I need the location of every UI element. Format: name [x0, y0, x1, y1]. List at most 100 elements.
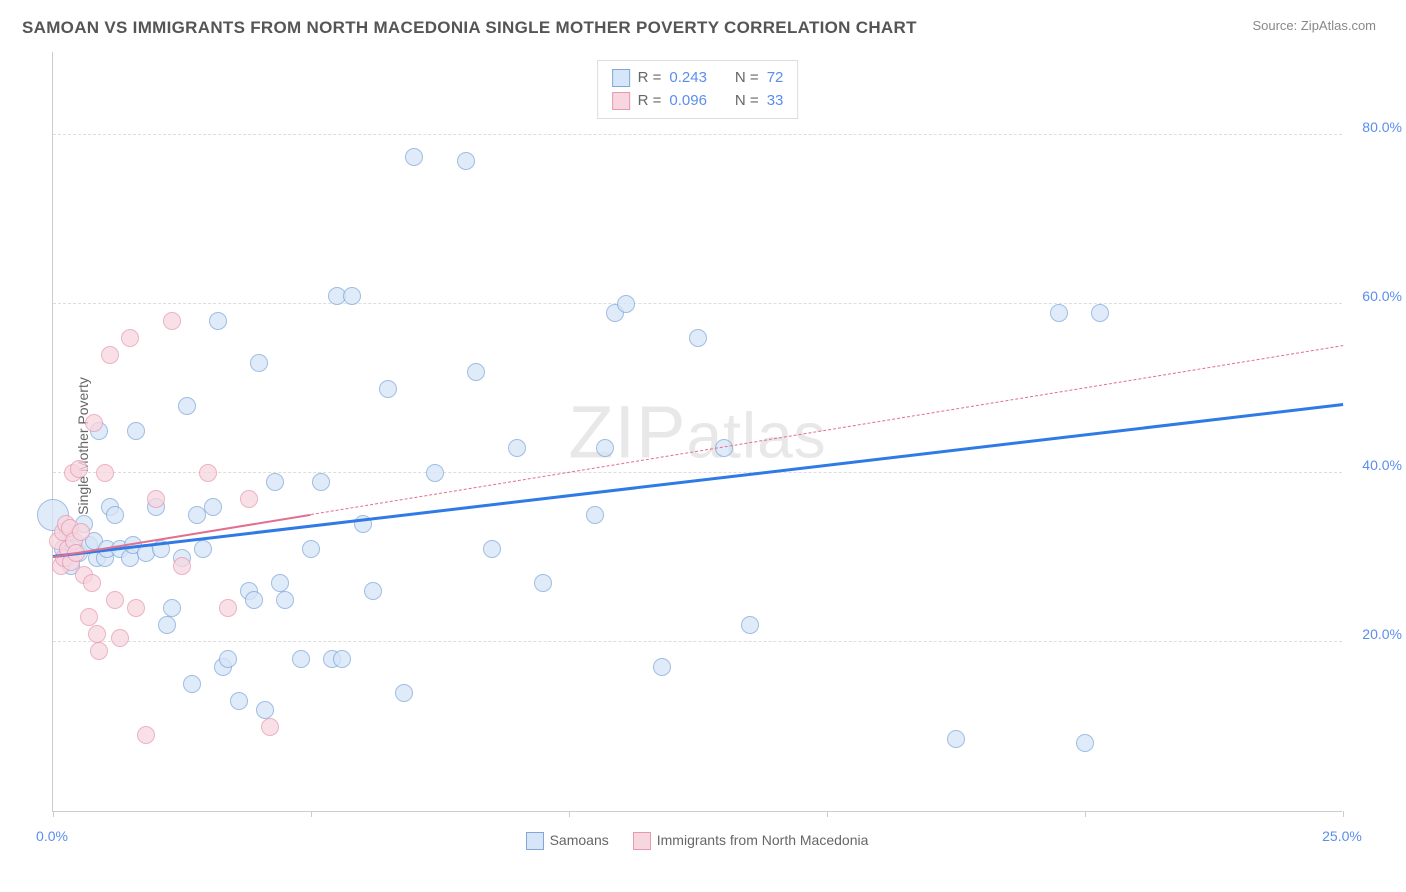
data-point — [250, 354, 268, 372]
x-tick — [1343, 811, 1344, 817]
data-point — [173, 557, 191, 575]
data-point — [158, 616, 176, 634]
plot-area: ZIPatlas R =0.243N =72R =0.096N =33 20.0… — [52, 52, 1342, 812]
y-tick-label: 40.0% — [1362, 457, 1402, 473]
x-tick-label: 0.0% — [36, 828, 68, 844]
data-point — [178, 397, 196, 415]
trend-line — [311, 346, 1343, 516]
x-tick-label: 25.0% — [1322, 828, 1362, 844]
data-point — [741, 616, 759, 634]
data-point — [240, 490, 258, 508]
data-point — [1091, 304, 1109, 322]
legend-r-value: 0.243 — [669, 67, 707, 90]
data-point — [106, 506, 124, 524]
data-point — [1076, 734, 1094, 752]
legend-swatch — [526, 832, 544, 850]
data-point — [127, 422, 145, 440]
data-point — [508, 439, 526, 457]
data-point — [88, 625, 106, 643]
legend-n-label: N = — [735, 67, 759, 90]
series-legend-label: Immigrants from North Macedonia — [657, 832, 869, 848]
data-point — [219, 599, 237, 617]
x-tick — [827, 811, 828, 817]
data-point — [312, 473, 330, 491]
y-tick-label: 20.0% — [1362, 626, 1402, 642]
data-point — [199, 464, 217, 482]
data-point — [256, 701, 274, 719]
data-point — [302, 540, 320, 558]
legend-n-value: 33 — [767, 90, 784, 113]
x-tick — [1085, 811, 1086, 817]
data-point — [72, 523, 90, 541]
data-point — [343, 287, 361, 305]
data-point — [106, 591, 124, 609]
correlation-legend-row: R =0.243N =72 — [612, 67, 784, 90]
series-legend-item: Immigrants from North Macedonia — [633, 832, 869, 850]
data-point — [245, 591, 263, 609]
data-point — [467, 363, 485, 381]
data-point — [333, 650, 351, 668]
data-point — [127, 599, 145, 617]
legend-swatch — [612, 92, 630, 110]
data-point — [163, 599, 181, 617]
y-tick-label: 60.0% — [1362, 288, 1402, 304]
legend-r-label: R = — [638, 90, 662, 113]
gridline — [53, 641, 1342, 642]
data-point — [292, 650, 310, 668]
x-tick — [311, 811, 312, 817]
data-point — [204, 498, 222, 516]
chart-container: SAMOAN VS IMMIGRANTS FROM NORTH MACEDONI… — [0, 0, 1406, 892]
data-point — [276, 591, 294, 609]
x-tick — [569, 811, 570, 817]
chart-source: Source: ZipAtlas.com — [1252, 18, 1376, 33]
data-point — [364, 582, 382, 600]
data-point — [483, 540, 501, 558]
gridline — [53, 134, 1342, 135]
plot-area-wrap: ZIPatlas R =0.243N =72R =0.096N =33 20.0… — [52, 52, 1342, 812]
data-point — [83, 574, 101, 592]
gridline — [53, 303, 1342, 304]
data-point — [209, 312, 227, 330]
data-point — [271, 574, 289, 592]
legend-swatch — [633, 832, 651, 850]
data-point — [261, 718, 279, 736]
data-point — [101, 346, 119, 364]
data-point — [689, 329, 707, 347]
data-point — [379, 380, 397, 398]
data-point — [194, 540, 212, 558]
data-point — [395, 684, 413, 702]
data-point — [90, 642, 108, 660]
data-point — [219, 650, 237, 668]
data-point — [80, 608, 98, 626]
correlation-legend-row: R = 0.096 N = 33 — [612, 90, 784, 113]
data-point — [70, 460, 88, 478]
watermark: ZIPatlas — [568, 389, 826, 474]
legend-n-label: N = — [735, 90, 759, 113]
data-point — [137, 726, 155, 744]
series-legend: Samoans Immigrants from North Macedonia — [52, 832, 1342, 850]
data-point — [653, 658, 671, 676]
data-point — [266, 473, 284, 491]
data-point — [1050, 304, 1068, 322]
data-point — [457, 152, 475, 170]
gridline — [53, 472, 1342, 473]
data-point — [183, 675, 201, 693]
data-point — [163, 312, 181, 330]
data-point — [111, 629, 129, 647]
chart-title: SAMOAN VS IMMIGRANTS FROM NORTH MACEDONI… — [22, 18, 917, 38]
data-point — [586, 506, 604, 524]
correlation-legend: R =0.243N =72R =0.096N =33 — [597, 60, 799, 119]
data-point — [96, 464, 114, 482]
data-point — [617, 295, 635, 313]
data-point — [85, 414, 103, 432]
y-tick-label: 80.0% — [1362, 119, 1402, 135]
data-point — [121, 329, 139, 347]
data-point — [947, 730, 965, 748]
data-point — [426, 464, 444, 482]
series-legend-label: Samoans — [550, 832, 609, 848]
legend-swatch — [612, 69, 630, 87]
legend-r-value: 0.096 — [669, 90, 707, 113]
data-point — [534, 574, 552, 592]
chart-header: SAMOAN VS IMMIGRANTS FROM NORTH MACEDONI… — [0, 0, 1406, 48]
series-legend-item: Samoans — [526, 832, 609, 850]
